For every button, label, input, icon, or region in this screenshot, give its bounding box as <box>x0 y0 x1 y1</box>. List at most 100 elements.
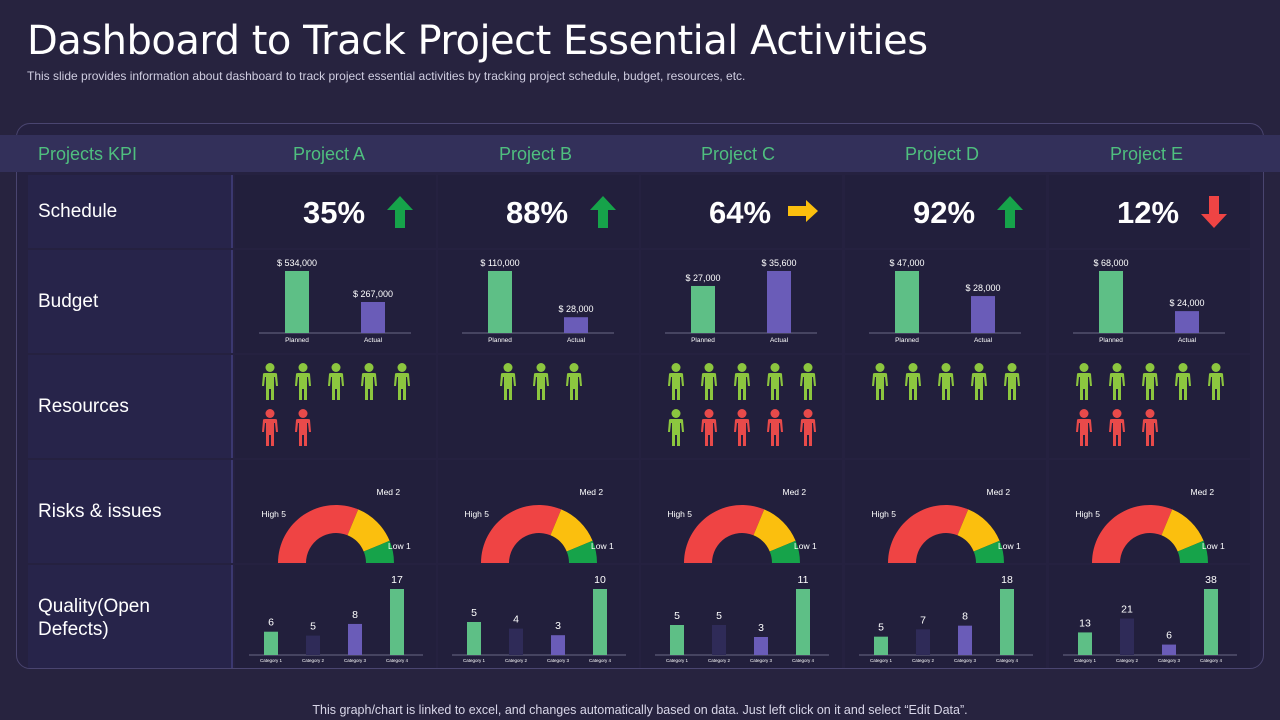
quality-chart: 6 Category 1 5 Category 2 8 Category 3 17 Categ… <box>249 574 423 663</box>
cell-risks-4: High 5 Med 2 Low 1 <box>845 460 1046 563</box>
budget-bar-actual <box>971 296 995 333</box>
header-project-b: Project B <box>499 144 573 164</box>
budget-bar-actual <box>767 271 791 333</box>
cell-risks-5: High 5 Med 2 Low 1 <box>1049 460 1250 563</box>
gauge-segment-med <box>347 509 390 552</box>
budget-bar-actual <box>564 317 588 333</box>
budget-chart: $ 110,000 Planned $ 28,000 Actual <box>462 258 614 344</box>
header-kpi: Projects KPI <box>38 144 138 164</box>
person-icon <box>971 363 987 400</box>
gauge-label-low: Low 1 <box>794 541 817 551</box>
arrow-shape <box>997 196 1023 228</box>
resources-icons <box>500 363 582 400</box>
quality-chart: 5 Category 1 7 Category 2 8 Category 3 18 Categ… <box>859 574 1033 663</box>
header-project-a: Project A <box>293 144 366 164</box>
budget-category-label: Planned <box>488 337 512 344</box>
resources-icons <box>668 363 816 446</box>
schedule-value: 92% <box>913 195 976 230</box>
budget-value-label: $ 267,000 <box>353 289 393 299</box>
person-icon <box>734 409 750 446</box>
kpi-cell-quality: Quality(Open Defects) <box>28 565 233 668</box>
gauge-label-low: Low 1 <box>591 541 614 551</box>
budget-value-label: $ 68,000 <box>1093 258 1128 268</box>
gauge-label-med: Med 2 <box>377 487 401 497</box>
cell-schedule-5: 12% <box>1049 175 1250 248</box>
person-icon <box>361 363 377 400</box>
quality-bar <box>712 625 726 655</box>
quality-category-label: Category 1 <box>260 658 283 663</box>
quality-category-label: Category 1 <box>463 658 486 663</box>
gauge-label-low: Low 1 <box>998 541 1021 551</box>
header-project-d: Project D <box>905 144 980 164</box>
cell-quality-4: 5 Category 1 7 Category 2 8 Category 3 18 Categ… <box>845 565 1046 668</box>
person-icon <box>566 363 582 400</box>
person-icon <box>1175 363 1191 400</box>
quality-value-label: 8 <box>352 609 358 621</box>
person-icon <box>872 363 888 400</box>
arrow-down-icon <box>1201 196 1227 228</box>
gauge-segment-high <box>684 505 765 563</box>
person-icon <box>1109 409 1125 446</box>
gauge-segment-low <box>363 540 394 563</box>
quality-category-label: Category 2 <box>505 658 528 663</box>
quality-category-label: Category 1 <box>666 658 689 663</box>
quality-value-label: 3 <box>758 622 764 634</box>
quality-category-label: Category 3 <box>1158 658 1181 663</box>
arrow-up-icon <box>997 196 1023 228</box>
quality-bar <box>958 625 972 655</box>
budget-bar-actual <box>1175 311 1199 333</box>
person-icon <box>1004 363 1020 400</box>
quality-bar <box>348 623 362 655</box>
person-icon <box>262 363 278 400</box>
quality-bar <box>1000 589 1014 655</box>
quality-category-label: Category 4 <box>589 658 612 663</box>
arrow-up-icon <box>590 196 616 228</box>
page-subtitle: This slide provides information about da… <box>27 69 746 83</box>
resources-icons <box>262 363 410 446</box>
cell-quality-3: 5 Category 1 5 Category 2 3 Category 3 11 Categ… <box>641 565 842 668</box>
gauge-segment-high <box>481 505 562 563</box>
cell-risks-2: High 5 Med 2 Low 1 <box>438 460 639 563</box>
quality-value-label: 6 <box>268 617 274 629</box>
quality-bar <box>1078 632 1092 655</box>
budget-value-label: $ 35,600 <box>761 258 796 268</box>
header-project-e: Project E <box>1110 144 1184 164</box>
person-icon <box>701 363 717 400</box>
gauge-label-med: Med 2 <box>783 487 807 497</box>
arrow-right-icon <box>788 200 818 222</box>
gauge-segment-high <box>278 505 359 563</box>
arrow-shape <box>788 200 818 222</box>
budget-bar-planned <box>1099 271 1123 333</box>
kpi-label-resources: Resources <box>38 396 129 417</box>
cell-risks-3: High 5 Med 2 Low 1 <box>641 460 842 563</box>
kpi-cell-budget: Budget <box>28 250 233 353</box>
person-icon <box>1109 363 1125 400</box>
quality-value-label: 5 <box>878 622 884 634</box>
budget-value-label: $ 47,000 <box>889 258 924 268</box>
quality-bar <box>754 637 768 655</box>
quality-bar <box>264 631 278 655</box>
budget-chart: $ 27,000 Planned $ 35,600 Actual <box>665 258 817 344</box>
gauge-segment-low <box>973 540 1004 563</box>
person-icon <box>262 409 278 446</box>
person-icon <box>668 363 684 400</box>
quality-category-label: Category 4 <box>1200 658 1223 663</box>
quality-category-label: Category 3 <box>750 658 773 663</box>
gauge-segment-med <box>753 509 796 552</box>
person-icon <box>938 363 954 400</box>
quality-category-label: Category 3 <box>344 658 367 663</box>
budget-value-label: $ 534,000 <box>277 258 317 268</box>
quality-value-label: 10 <box>594 574 606 586</box>
header-band <box>0 135 1280 172</box>
quality-category-label: Category 2 <box>912 658 935 663</box>
gauge-label-high: High 5 <box>667 509 692 519</box>
person-icon <box>668 409 684 446</box>
cell-budget-5: $ 68,000 Planned $ 24,000 Actual <box>1049 250 1250 353</box>
quality-category-label: Category 2 <box>708 658 731 663</box>
header-project-c: Project C <box>701 144 776 164</box>
quality-bar <box>390 589 404 655</box>
gauge-label-high: High 5 <box>871 509 896 519</box>
person-icon <box>394 363 410 400</box>
quality-value-label: 8 <box>962 611 968 623</box>
budget-value-label: $ 28,000 <box>965 283 1000 293</box>
